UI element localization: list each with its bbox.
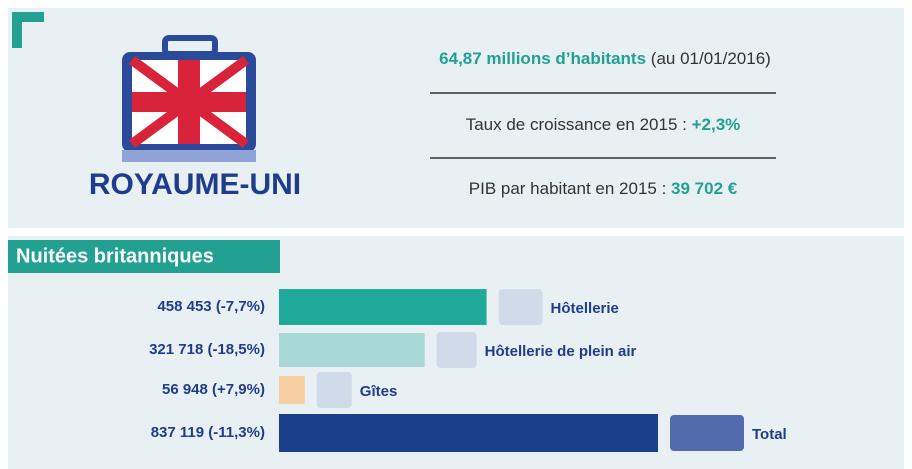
gdp-label: PIB par habitant en 2015 :	[469, 179, 667, 198]
category-icon	[670, 415, 744, 451]
bar	[279, 289, 487, 325]
category-label: Gîtes	[360, 383, 398, 400]
chart-title-box	[8, 240, 280, 273]
category-icon	[316, 372, 352, 408]
growth-value: +2,3%	[692, 115, 741, 134]
category-icon	[498, 289, 543, 325]
population-date: (au 01/01/2016)	[651, 49, 771, 68]
population-line: 64,87 millions d’habitants (au 01/01/201…	[439, 49, 771, 68]
category-label: Total	[752, 426, 787, 443]
chart-title: Nuitées britanniques	[16, 245, 214, 267]
bar	[279, 414, 658, 452]
change: (-11,3%)	[208, 424, 265, 441]
value: 321 718	[149, 341, 203, 358]
value-label: 837 119 (-11,3%)	[151, 424, 265, 441]
value: 458 453	[157, 298, 211, 315]
change: (-18,5%)	[207, 341, 265, 358]
value-label: 321 718 (-18,5%)	[149, 341, 265, 358]
change: (+7,9%)	[212, 381, 265, 398]
growth-label: Taux de croissance en 2015 :	[466, 115, 687, 134]
growth-line: Taux de croissance en 2015 : +2,3%	[466, 115, 741, 134]
category-icon	[436, 332, 477, 368]
value: 837 119	[151, 424, 204, 441]
gdp-line: PIB par habitant en 2015 : 39 702 €	[469, 179, 738, 198]
country-name: ROYAUME-UNI	[89, 168, 301, 201]
category-label: Hôtellerie	[551, 300, 619, 317]
value-label: 56 948 (+7,9%)	[162, 381, 265, 398]
change: (-7,7%)	[216, 298, 265, 315]
suitcase-icon	[122, 35, 256, 162]
gdp-value: 39 702 €	[671, 179, 738, 198]
value-label: 458 453 (-7,7%)	[157, 298, 265, 315]
population: 64,87 millions d’habitants	[439, 49, 646, 68]
category-label: Hôtellerie de plein air	[485, 343, 637, 360]
value: 56 948	[162, 381, 208, 398]
bar	[279, 376, 305, 404]
corner-mark	[12, 12, 44, 48]
bar	[279, 333, 425, 367]
